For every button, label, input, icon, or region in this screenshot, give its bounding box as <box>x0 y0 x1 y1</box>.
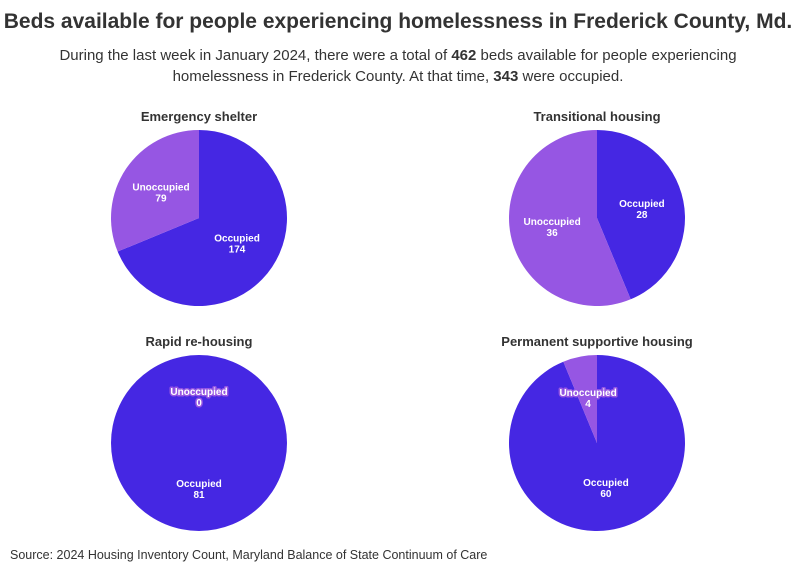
subtitle-text: During the last week in January 2024, th… <box>59 47 452 64</box>
pie-slice <box>111 130 199 252</box>
slice-label: Unoccupied <box>132 183 189 194</box>
slice-label: Unoccupied <box>524 217 581 228</box>
pie-slice <box>508 355 685 532</box>
pie-title: Emergency shelter <box>141 109 257 124</box>
slice-label: Unoccupied <box>559 388 616 399</box>
pie-title: Transitional housing <box>533 109 660 124</box>
pie-slice <box>563 355 597 443</box>
slice-value: 79 <box>155 194 167 205</box>
subtitle-text: were occupied. <box>518 68 624 85</box>
pie-slice <box>117 130 288 306</box>
pie-title: Permanent supportive housing <box>501 334 692 349</box>
pie-slice <box>597 130 685 300</box>
slice-label: Occupied <box>619 199 665 210</box>
subtitle: During the last week in January 2024, th… <box>40 45 756 87</box>
source: Source: 2024 Housing Inventory Count, Ma… <box>10 548 488 562</box>
slice-value: 4 <box>585 399 591 410</box>
slice-value: 28 <box>636 210 648 221</box>
pie-slice <box>111 355 287 531</box>
slice-label: Occupied <box>583 478 629 489</box>
slice-value: 81 <box>193 490 205 501</box>
slice-value: 36 <box>547 228 559 239</box>
slice-value: 0 <box>196 398 202 409</box>
subtitle-text: beds available for people experiencing h… <box>172 47 737 85</box>
subtitle-number: 343 <box>493 68 519 85</box>
slice-label: Occupied <box>176 479 222 490</box>
title: Beds available for people experiencing h… <box>3 10 793 33</box>
slice-value: 60 <box>600 489 612 500</box>
pie-slice <box>509 130 631 306</box>
slice-label: Occupied <box>214 233 260 244</box>
slice-label: Unoccupied <box>170 387 227 398</box>
subtitle-number: 462 <box>451 47 477 64</box>
pie-title: Rapid re-housing <box>146 334 253 349</box>
slice-value: 174 <box>229 244 246 255</box>
